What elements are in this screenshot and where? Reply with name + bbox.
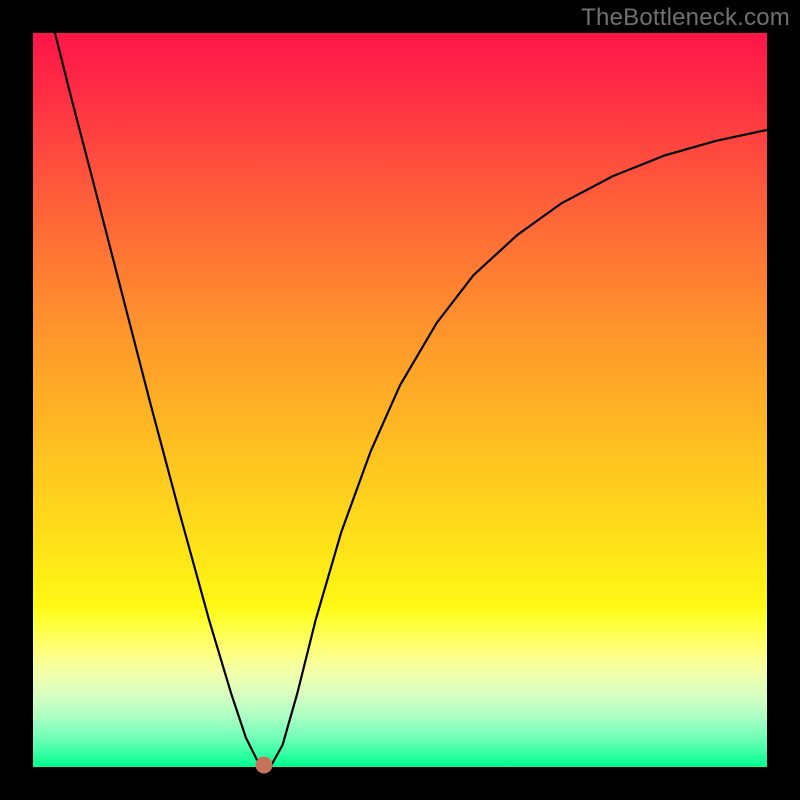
watermark-text: TheBottleneck.com	[581, 4, 790, 32]
bottleneck-curve	[55, 33, 767, 767]
curve-svg	[33, 33, 767, 767]
plot-area	[33, 33, 767, 767]
minimum-marker	[256, 756, 273, 773]
chart-frame: TheBottleneck.com	[0, 0, 800, 800]
